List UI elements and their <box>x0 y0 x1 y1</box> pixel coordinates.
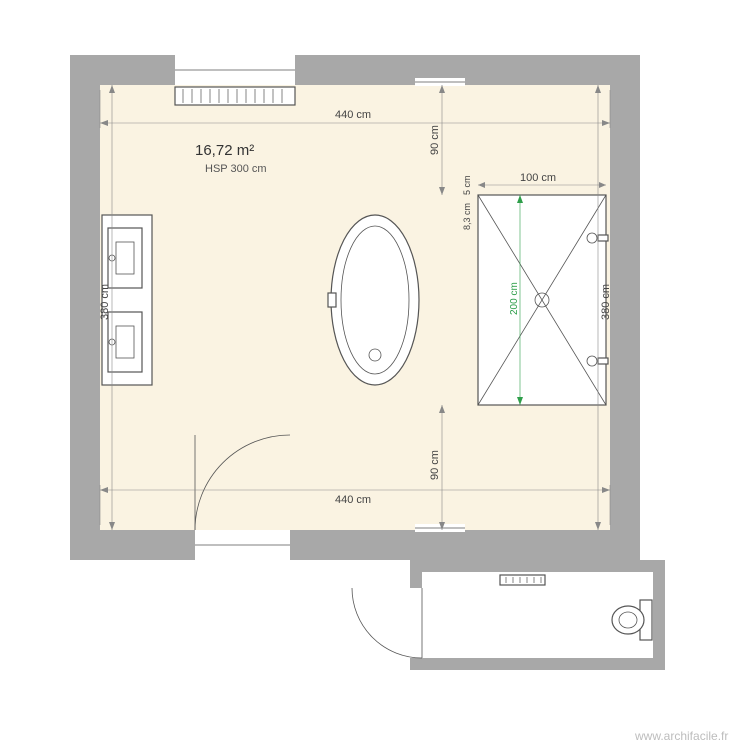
radiator-top <box>175 87 295 105</box>
dim-width-top-label: 440 cm <box>335 109 371 121</box>
shower <box>478 195 608 405</box>
dim-gap-top-label: 90 cm <box>429 125 441 155</box>
dim-gap-bottom-label: 90 cm <box>429 450 441 480</box>
floorplan: 440 cm 440 cm 380 cm 380 cm 100 cm 200 c… <box>0 0 750 750</box>
annex-door-opening <box>410 588 422 658</box>
dim-shower-height-label: 200 cm <box>509 282 520 315</box>
dim-shower-width-label: 100 cm <box>520 172 556 184</box>
watermark: www.archifacile.fr <box>634 729 728 743</box>
dim-height-right-label: 380 cm <box>600 284 612 320</box>
dim-height-left-label: 380 cm <box>99 284 111 320</box>
room-area-label: 16,72 m² <box>195 142 254 159</box>
radiator-annex <box>500 575 545 585</box>
dim-width-bottom-label: 440 cm <box>335 494 371 506</box>
room-hsp-label: HSP 300 cm <box>205 163 267 175</box>
dim-small2-label: 8,3 cm <box>462 203 472 230</box>
dim-small1-label: 5 cm <box>462 175 472 195</box>
